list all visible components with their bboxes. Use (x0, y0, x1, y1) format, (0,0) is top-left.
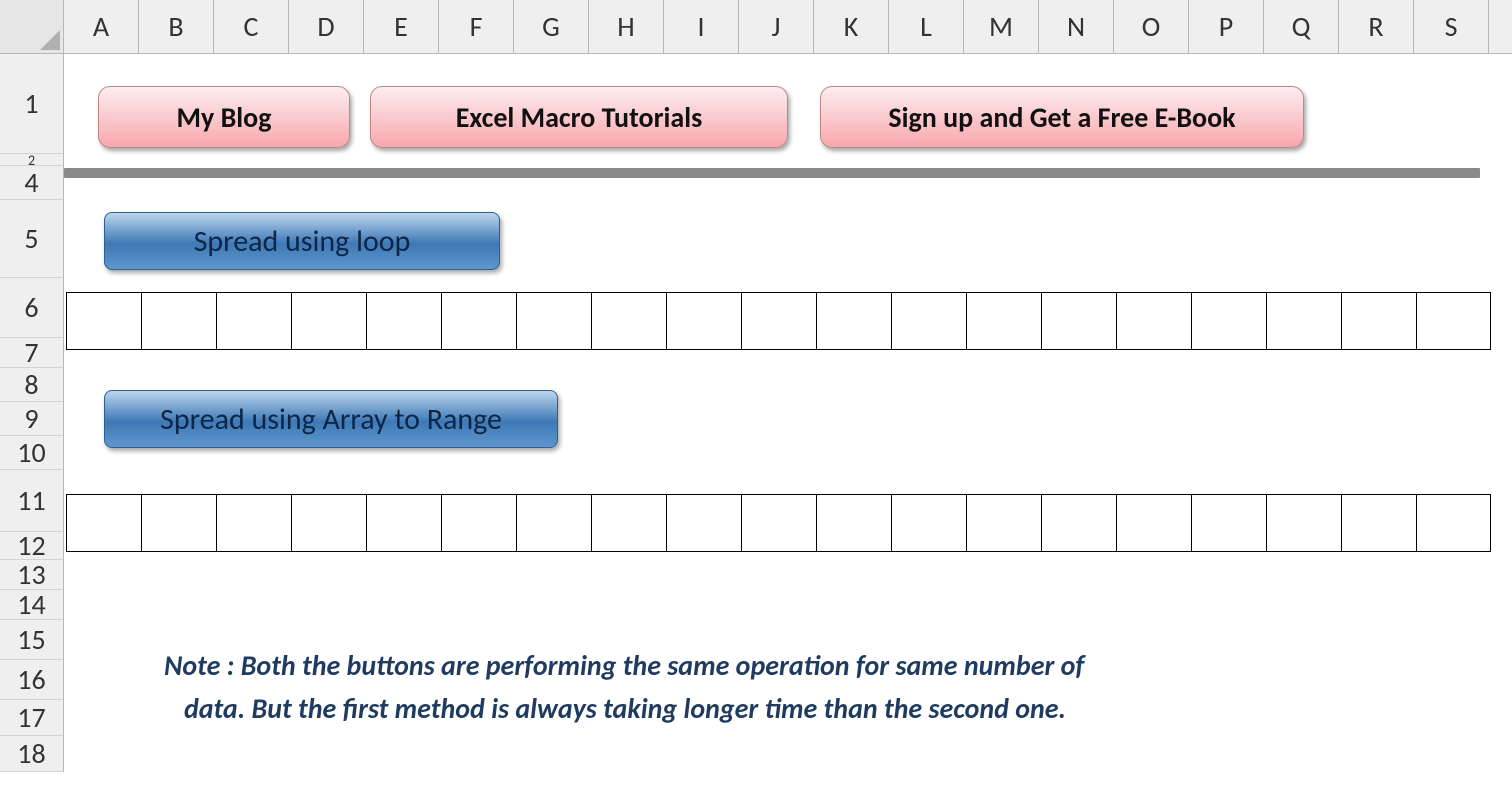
column-header-F[interactable]: F (439, 0, 514, 54)
spread-using-loop-button[interactable]: Spread using loop (104, 212, 500, 270)
note-line-1: Note : Both the buttons are performing t… (164, 644, 1084, 687)
row-header-12[interactable]: 12 (0, 532, 64, 560)
column-header-G[interactable]: G (514, 0, 589, 54)
column-header-H[interactable]: H (589, 0, 664, 54)
output-cell[interactable] (666, 292, 741, 350)
button-label: My Blog (177, 100, 272, 135)
output-cell[interactable] (1266, 494, 1341, 552)
output-range-row-2[interactable] (66, 494, 1491, 552)
output-cell[interactable] (816, 292, 891, 350)
column-header-Q[interactable]: Q (1264, 0, 1339, 54)
output-cell[interactable] (141, 494, 216, 552)
column-header-S[interactable]: S (1414, 0, 1489, 54)
excel-macro-tutorials-button[interactable]: Excel Macro Tutorials (370, 86, 788, 148)
row-header-11[interactable]: 11 (0, 470, 64, 532)
output-cell[interactable] (1116, 494, 1191, 552)
section-divider (64, 168, 1480, 178)
column-header-L[interactable]: L (889, 0, 964, 54)
output-range-row-1[interactable] (66, 292, 1491, 350)
output-cell[interactable] (516, 494, 591, 552)
column-header-A[interactable]: A (64, 0, 139, 54)
output-cell[interactable] (141, 292, 216, 350)
output-cell[interactable] (891, 292, 966, 350)
signup-free-ebook-button[interactable]: Sign up and Get a Free E-Book (820, 86, 1304, 148)
button-label: Excel Macro Tutorials (456, 100, 703, 135)
output-cell[interactable] (741, 494, 816, 552)
column-header-D[interactable]: D (289, 0, 364, 54)
note-text: Note : Both the buttons are performing t… (164, 644, 1084, 731)
output-cell[interactable] (1266, 292, 1341, 350)
row-header-15[interactable]: 15 (0, 620, 64, 660)
row-header-16[interactable]: 16 (0, 660, 64, 700)
output-cell[interactable] (1041, 494, 1116, 552)
select-all-corner[interactable] (0, 0, 64, 54)
button-label: Spread using loop (194, 223, 411, 260)
row-header-6[interactable]: 6 (0, 278, 64, 338)
output-cell[interactable] (816, 494, 891, 552)
grid-body[interactable]: My Blog Excel Macro Tutorials Sign up an… (64, 54, 1512, 792)
column-header-R[interactable]: R (1339, 0, 1414, 54)
row-header-7[interactable]: 7 (0, 338, 64, 368)
output-cell[interactable] (966, 292, 1041, 350)
row-header-5[interactable]: 5 (0, 200, 64, 278)
row-header-18[interactable]: 18 (0, 736, 64, 772)
output-cell[interactable] (516, 292, 591, 350)
output-cell[interactable] (1416, 292, 1491, 350)
column-header-O[interactable]: O (1114, 0, 1189, 54)
row-header-column: 12456789101112131415161718 (0, 54, 64, 772)
output-cell[interactable] (1041, 292, 1116, 350)
output-cell[interactable] (591, 292, 666, 350)
column-header-E[interactable]: E (364, 0, 439, 54)
output-cell[interactable] (1191, 494, 1266, 552)
row-header-8[interactable]: 8 (0, 368, 64, 402)
column-header-P[interactable]: P (1189, 0, 1264, 54)
row-header-1[interactable]: 1 (0, 54, 64, 154)
button-label: Spread using Array to Range (160, 401, 502, 438)
column-header-T[interactable]: T (1489, 0, 1512, 54)
row-header-9[interactable]: 9 (0, 402, 64, 436)
output-cell[interactable] (66, 494, 141, 552)
row-header-4[interactable]: 4 (0, 166, 64, 200)
output-cell[interactable] (591, 494, 666, 552)
output-cell[interactable] (666, 494, 741, 552)
button-label: Sign up and Get a Free E-Book (888, 100, 1235, 135)
output-cell[interactable] (216, 494, 291, 552)
spread-using-array-to-range-button[interactable]: Spread using Array to Range (104, 390, 558, 448)
column-header-I[interactable]: I (664, 0, 739, 54)
column-header-B[interactable]: B (139, 0, 214, 54)
output-cell[interactable] (1341, 292, 1416, 350)
output-cell[interactable] (291, 494, 366, 552)
row-header-13[interactable]: 13 (0, 560, 64, 590)
row-header-14[interactable]: 14 (0, 590, 64, 620)
column-header-N[interactable]: N (1039, 0, 1114, 54)
select-all-triangle-icon (40, 30, 60, 50)
output-cell[interactable] (891, 494, 966, 552)
output-cell[interactable] (366, 292, 441, 350)
output-cell[interactable] (1191, 292, 1266, 350)
spreadsheet-window: ABCDEFGHIJKLMNOPQRST 1245678910111213141… (0, 0, 1512, 792)
output-cell[interactable] (366, 494, 441, 552)
output-cell[interactable] (1116, 292, 1191, 350)
output-cell[interactable] (291, 292, 366, 350)
row-header-10[interactable]: 10 (0, 436, 64, 470)
output-cell[interactable] (966, 494, 1041, 552)
output-cell[interactable] (441, 292, 516, 350)
output-cell[interactable] (1416, 494, 1491, 552)
column-header-J[interactable]: J (739, 0, 814, 54)
column-header-row: ABCDEFGHIJKLMNOPQRST (64, 0, 1512, 54)
note-line-2: data. But the first method is always tak… (164, 687, 1084, 730)
output-cell[interactable] (1341, 494, 1416, 552)
column-header-K[interactable]: K (814, 0, 889, 54)
my-blog-button[interactable]: My Blog (98, 86, 350, 148)
output-cell[interactable] (741, 292, 816, 350)
output-cell[interactable] (216, 292, 291, 350)
column-header-M[interactable]: M (964, 0, 1039, 54)
output-cell[interactable] (66, 292, 141, 350)
output-cell[interactable] (441, 494, 516, 552)
row-header-17[interactable]: 17 (0, 700, 64, 736)
column-header-C[interactable]: C (214, 0, 289, 54)
